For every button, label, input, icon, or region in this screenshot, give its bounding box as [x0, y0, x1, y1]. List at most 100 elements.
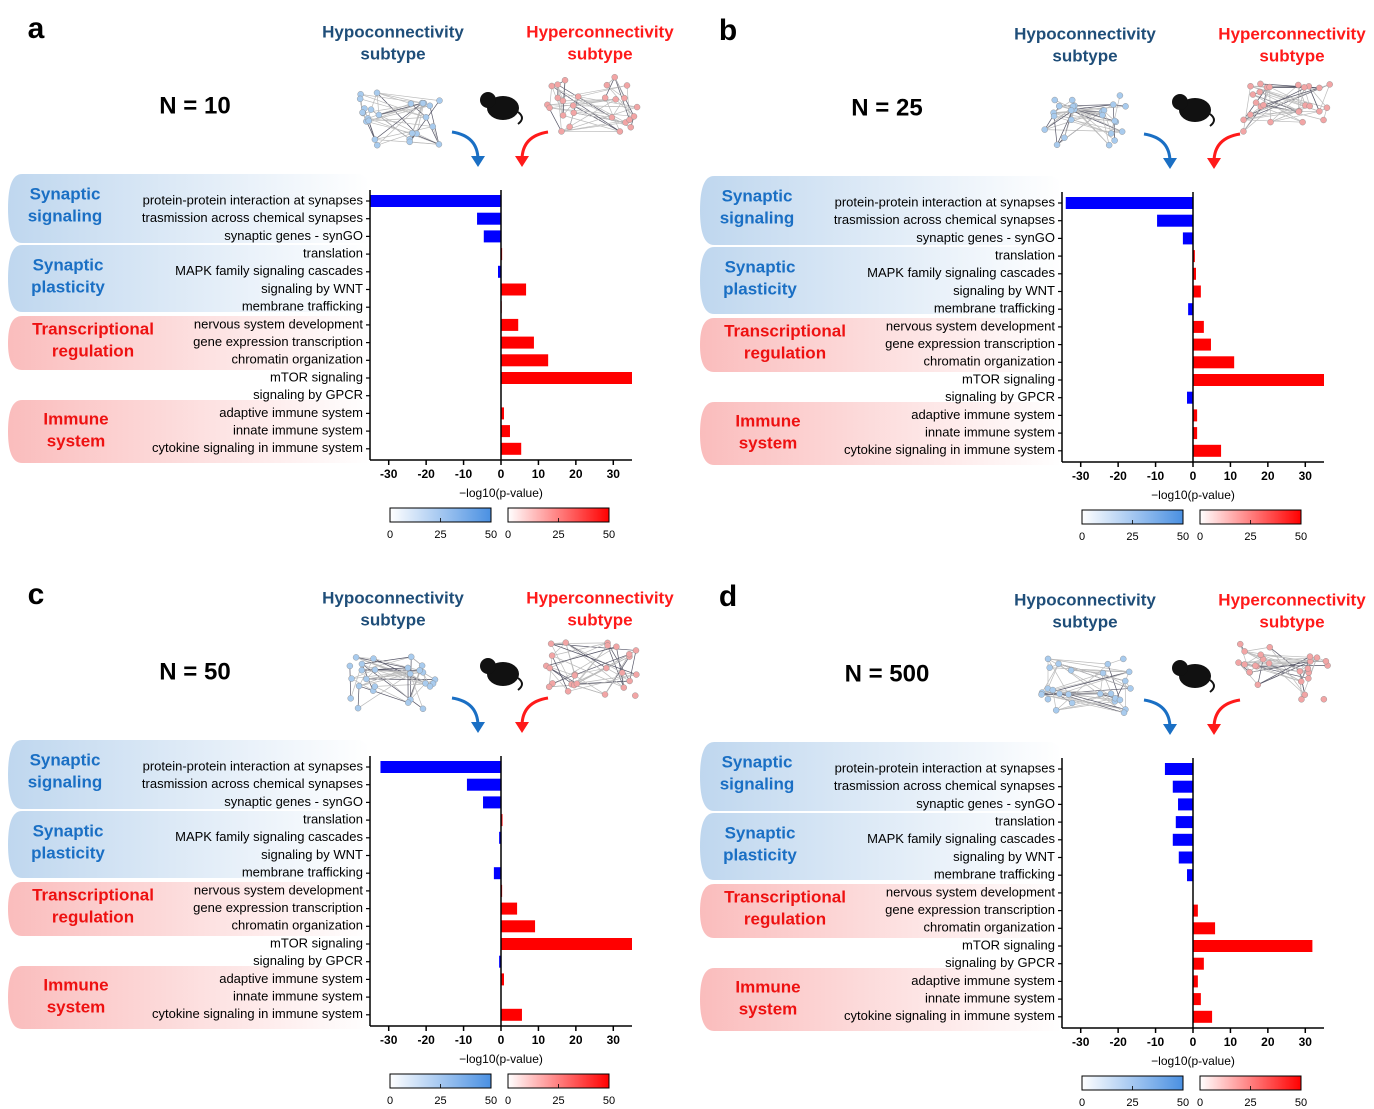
bar	[1193, 374, 1324, 386]
category-label: trasmission across chemical synapses	[142, 210, 364, 225]
category-label: adaptive immune system	[911, 973, 1055, 988]
arrow-hypo	[452, 698, 478, 726]
category-label: chromatin organization	[923, 920, 1055, 935]
network-edge	[1059, 664, 1131, 689]
network-node	[1268, 119, 1274, 125]
network-node	[370, 656, 376, 662]
colorbar-tick-label: 0	[1079, 531, 1085, 543]
network-node	[1108, 691, 1114, 697]
network-node	[356, 683, 362, 689]
network-edge	[368, 93, 377, 119]
network-node	[1324, 105, 1330, 111]
network-node	[1068, 667, 1074, 673]
network-node	[1323, 658, 1329, 664]
bar	[1193, 321, 1204, 333]
mouse-tail	[518, 112, 522, 124]
network-node	[575, 94, 581, 100]
category-label: mTOR signaling	[270, 935, 363, 950]
network-node	[1255, 682, 1261, 688]
network-node	[621, 95, 627, 101]
panel-label: c	[28, 578, 45, 611]
bar	[501, 337, 534, 349]
x-tick-label: 30	[607, 467, 621, 481]
group-label: system	[47, 997, 106, 1016]
x-tick-label: 20	[1261, 469, 1275, 483]
network-node	[1242, 661, 1248, 667]
bar	[1173, 834, 1193, 846]
network-node	[1267, 644, 1273, 650]
network-node	[624, 82, 630, 88]
network-node	[1056, 691, 1062, 697]
category-label: innate immune system	[233, 989, 363, 1004]
network-edge	[1243, 86, 1250, 131]
colorbar-tick-label: 25	[434, 1095, 446, 1107]
category-label: protein-protein interaction at synapses	[143, 758, 364, 773]
sample-size: N = 10	[159, 92, 230, 119]
colorbar-tick-label: 50	[1295, 531, 1307, 543]
bar	[1066, 197, 1193, 209]
hypo-label: subtype	[360, 610, 425, 629]
network-node	[1069, 700, 1075, 706]
network-node	[427, 103, 433, 109]
network-node	[632, 693, 638, 699]
network-node	[1267, 84, 1273, 90]
group-label: Synaptic	[725, 823, 796, 842]
bar	[1193, 286, 1201, 298]
x-tick-label: -20	[1109, 469, 1127, 483]
category-label: cytokine signaling in immune system	[152, 1006, 363, 1021]
network-node	[1038, 691, 1044, 697]
network-node	[1246, 669, 1252, 675]
category-label: signaling by GPCR	[945, 955, 1055, 970]
bar	[370, 195, 501, 207]
colorbar-tick-label: 0	[505, 529, 511, 541]
bar	[1193, 1011, 1212, 1023]
network-node	[1045, 696, 1051, 702]
category-label: nervous system development	[194, 316, 363, 331]
network-node	[562, 77, 568, 83]
network-node	[347, 663, 353, 669]
hypo-label: subtype	[1052, 612, 1117, 631]
bar	[501, 425, 510, 437]
hypo-label: subtype	[360, 44, 425, 63]
group-label: signaling	[28, 206, 103, 225]
network-node	[549, 653, 555, 659]
x-tick-label: 10	[532, 1033, 546, 1047]
figure: aN = 10HypoconnectivitysubtypeHyperconne…	[0, 0, 1374, 1109]
network-node	[1106, 142, 1112, 148]
network-node	[1298, 696, 1304, 702]
category-label: MAPK family signaling cascades	[175, 263, 363, 278]
network-node	[1266, 660, 1272, 666]
network-node	[405, 700, 411, 706]
x-tick-label: -10	[1147, 469, 1165, 483]
network-node	[366, 118, 372, 124]
bar	[1179, 852, 1193, 864]
group-label: signaling	[28, 772, 103, 791]
network-edge	[358, 686, 359, 708]
bar	[501, 354, 548, 366]
arrow-hypo	[1144, 700, 1170, 728]
network-node	[359, 109, 365, 115]
group-label: plasticity	[723, 845, 797, 864]
bar	[501, 938, 632, 950]
bar	[1176, 816, 1193, 828]
network-node	[1316, 108, 1322, 114]
colorbar-tick-label: 25	[434, 529, 446, 541]
x-tick-label: -20	[417, 1033, 435, 1047]
bar	[1193, 993, 1201, 1005]
colorbar-tick-label: 25	[1126, 1097, 1138, 1109]
category-label: translation	[303, 246, 363, 261]
hyper-label: Hyperconnectivity	[526, 22, 674, 41]
network-node	[1051, 113, 1057, 119]
group-label: Transcriptional	[724, 321, 846, 340]
arrow-hyper	[1214, 700, 1240, 728]
category-label: membrane trafficking	[934, 301, 1055, 316]
bar	[1178, 798, 1193, 810]
colorbar-tick-label: 0	[1197, 1097, 1203, 1109]
category-label: gene expression transcription	[885, 336, 1055, 351]
category-label: protein-protein interaction at synapses	[835, 194, 1056, 209]
bar	[501, 920, 535, 932]
hyper-label: subtype	[567, 610, 632, 629]
network-edge	[558, 85, 562, 132]
network-node	[631, 113, 637, 119]
network-node	[1122, 678, 1128, 684]
